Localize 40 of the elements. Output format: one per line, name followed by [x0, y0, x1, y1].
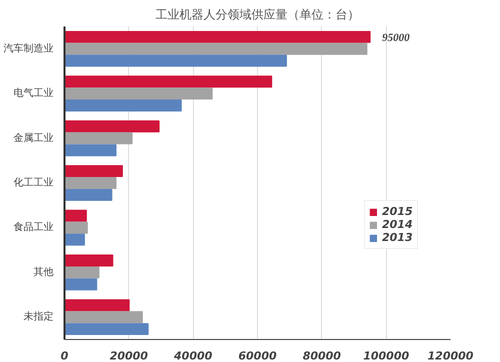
y-tick-label: 未指定: [24, 310, 54, 323]
y-tick-label: 电气工业: [14, 87, 54, 100]
bar: [64, 188, 112, 201]
bar: [64, 278, 98, 290]
bar: [64, 254, 114, 266]
bar: [64, 177, 116, 189]
bar: [64, 234, 85, 246]
bar: [64, 42, 368, 55]
bar: [64, 165, 123, 178]
bar: [64, 76, 272, 88]
x-tick-label: 60000: [238, 350, 277, 362]
bar: [64, 210, 87, 222]
chart-title: 工业机器人分领域供应量（单位：台）: [156, 8, 360, 22]
bar: [64, 323, 149, 336]
y-tick-label: 食品工业: [14, 221, 54, 234]
x-tick-label: 0: [60, 350, 69, 362]
bar: [64, 120, 160, 132]
bar: [64, 100, 182, 112]
bar: [64, 88, 213, 100]
y-tick-label: 其他: [34, 266, 54, 278]
x-tick-label: 120000: [428, 350, 474, 362]
x-tick-label: 80000: [302, 350, 342, 362]
data-label: 95000: [382, 32, 410, 44]
x-tick-label: 100000: [363, 350, 410, 362]
legend-label: 2015: [382, 205, 413, 218]
x-tick-label: 40000: [173, 350, 213, 362]
y-tick-label: 化工工业: [14, 176, 54, 188]
bar: [64, 266, 100, 278]
bar: [64, 132, 133, 144]
bar: [64, 222, 88, 234]
bar: [64, 299, 130, 312]
bar: [64, 311, 143, 324]
legend-label: 2013: [382, 231, 413, 244]
legend-label: 2014: [382, 218, 413, 231]
x-tick-label: 20000: [110, 350, 148, 362]
y-tick-label: 汽车制造业: [4, 42, 54, 54]
y-tick-label: 金属工业: [14, 132, 54, 144]
bar: [64, 144, 116, 156]
bar: [64, 30, 371, 43]
bar: [64, 54, 287, 67]
